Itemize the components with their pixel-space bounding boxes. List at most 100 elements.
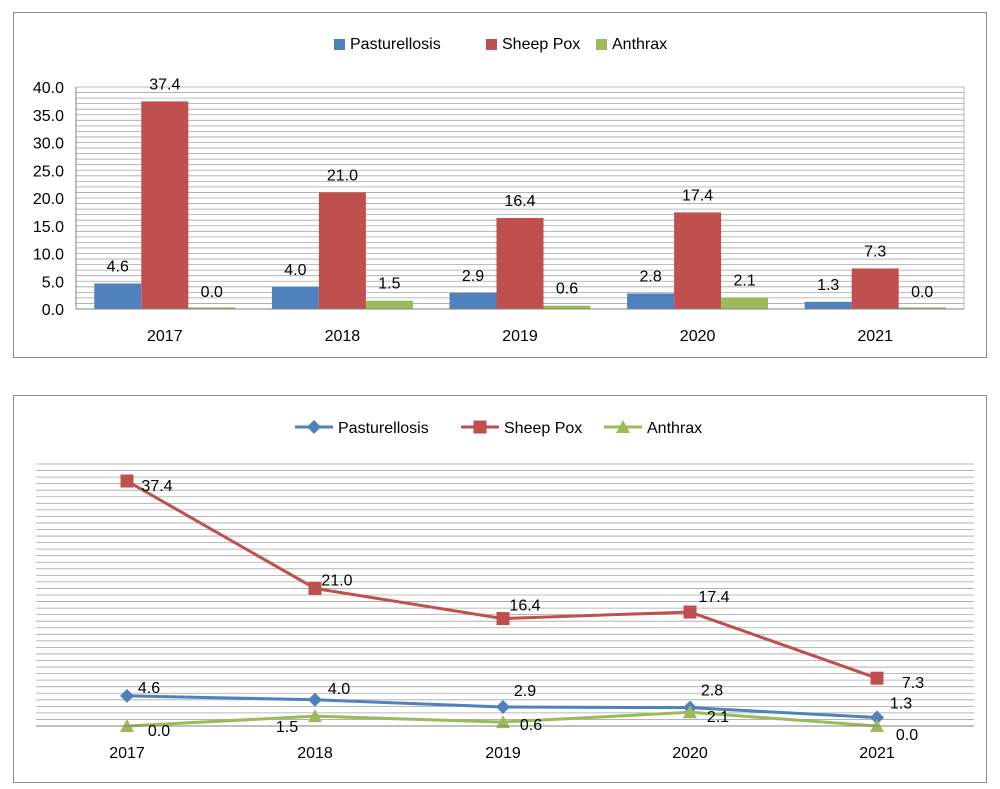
line-chart-series xyxy=(120,474,884,732)
data-label-pasturellosis-2020: 2.8 xyxy=(701,683,723,700)
legend-marker-pasturellosis xyxy=(307,420,321,434)
point-anthrax-2018 xyxy=(308,709,322,723)
bar-chart-y-axis: 0.0 5.0 10.0 15.0 20.0 25.0 30.0 35.0 40.0 xyxy=(33,80,64,319)
point-pasturellosis-2018 xyxy=(308,692,322,707)
line-chart-panel: Pasturellosis Sheep Pox Anthrax 2017 2018 20… xyxy=(13,395,987,783)
bar-pasturellosis-2017 xyxy=(94,283,142,309)
line-chart-gridlines xyxy=(36,463,974,720)
data-label-anthrax-2021: 0.0 xyxy=(896,727,918,744)
data-label-sheep-pox-2020: 17.4 xyxy=(698,589,729,606)
bar-pasturellosis-2019 xyxy=(449,292,497,309)
point-sheep-pox-2021 xyxy=(870,671,884,685)
legend-label-sheep-pox: Sheep Pox xyxy=(504,420,582,437)
bar-anthrax-2018 xyxy=(365,300,413,309)
data-label-pasturellosis-2019: 2.9 xyxy=(514,683,536,700)
bar-chart-bars xyxy=(94,101,946,310)
legend-swatch-anthrax xyxy=(596,39,607,50)
y-tick-label: 30.0 xyxy=(33,136,64,153)
series-line-sheep-pox xyxy=(126,479,878,680)
data-label-sheep-pox-2019: 16.4 xyxy=(509,598,540,615)
point-anthrax-2020 xyxy=(683,705,697,719)
point-sheep-pox-2019 xyxy=(496,612,510,626)
data-label-pasturellosis-2021: 1.3 xyxy=(890,695,912,712)
data-label-sheep-pox-2018: 21.0 xyxy=(327,167,358,184)
point-sheep-pox-2020 xyxy=(683,605,697,619)
bar-anthrax-2021 xyxy=(898,307,946,309)
data-label-anthrax-2021: 0.0 xyxy=(911,284,933,301)
legend-label-anthrax: Anthrax xyxy=(647,420,702,437)
x-tick-label: 2019 xyxy=(485,745,521,762)
y-tick-label: 25.0 xyxy=(33,163,64,180)
data-label-anthrax-2018: 1.5 xyxy=(378,276,400,293)
data-label-anthrax-2020: 2.1 xyxy=(733,272,755,289)
bar-pasturellosis-2018 xyxy=(271,286,319,309)
x-tick-label: 2019 xyxy=(502,328,538,345)
data-label-sheep-pox-2021: 7.3 xyxy=(864,243,886,260)
x-tick-label: 2021 xyxy=(857,328,893,345)
x-tick-label: 2017 xyxy=(109,745,145,762)
data-label-anthrax-2017: 0.0 xyxy=(148,723,170,740)
point-pasturellosis-2017 xyxy=(120,688,134,703)
bar-anthrax-2019 xyxy=(543,305,591,309)
bar-pasturellosis-2020 xyxy=(627,293,675,309)
x-tick-label: 2020 xyxy=(680,328,716,345)
bar-anthrax-2020 xyxy=(721,297,769,309)
point-anthrax-2019 xyxy=(496,715,510,729)
bar-chart-panel: Pasturellosis Sheep Pox Anthrax 0.0 5.0 10.0… xyxy=(13,12,987,358)
point-sheep-pox-2018 xyxy=(308,581,322,595)
bar-sheep-pox-2020 xyxy=(674,212,722,309)
y-tick-label: 0.0 xyxy=(42,302,64,319)
bar-sheep-pox-2021 xyxy=(851,268,899,309)
data-label-anthrax-2018: 1.5 xyxy=(276,719,298,736)
bar-anthrax-2017 xyxy=(188,307,236,309)
bar-pasturellosis-2021 xyxy=(804,301,852,309)
y-tick-label: 35.0 xyxy=(33,108,64,125)
y-tick-label: 15.0 xyxy=(33,219,64,236)
legend-marker-anthrax xyxy=(616,420,630,433)
y-tick-label: 40.0 xyxy=(33,80,64,97)
bar-sheep-pox-2018 xyxy=(318,192,366,309)
x-tick-label: 2021 xyxy=(859,745,895,762)
data-label-sheep-pox-2018: 21.0 xyxy=(321,572,352,589)
y-tick-label: 10.0 xyxy=(33,247,64,264)
line-chart: Pasturellosis Sheep Pox Anthrax 2017 2018 20… xyxy=(36,420,974,762)
line-chart-legend: Pasturellosis Sheep Pox Anthrax xyxy=(295,420,702,437)
data-label-sheep-pox-2021: 7.3 xyxy=(902,675,924,692)
y-tick-label: 5.0 xyxy=(42,274,64,291)
bar-chart: Pasturellosis Sheep Pox Anthrax 0.0 5.0 10.0… xyxy=(33,36,965,345)
data-label-anthrax-2017: 0.0 xyxy=(201,284,223,301)
bar-chart-legend: Pasturellosis Sheep Pox Anthrax xyxy=(334,36,667,53)
data-label-pasturellosis-2018: 4.0 xyxy=(284,262,306,279)
data-label-pasturellosis-2018: 4.0 xyxy=(328,681,350,698)
legend-marker-sheep-pox xyxy=(473,420,487,434)
legend-label-sheep-pox: Sheep Pox xyxy=(502,36,580,53)
data-label-pasturellosis-2021: 1.3 xyxy=(817,277,839,294)
x-tick-label: 2020 xyxy=(672,745,708,762)
line-chart-data-labels: 4.6 4.0 2.9 2.8 1.3 37.4 21.0 16.4 17.4 7.3 0.0 1.5… xyxy=(138,478,924,744)
data-label-pasturellosis-2020: 2.8 xyxy=(639,268,661,285)
data-label-sheep-pox-2019: 16.4 xyxy=(504,193,535,210)
point-pasturellosis-2019 xyxy=(496,700,510,715)
data-label-sheep-pox-2017: 37.4 xyxy=(141,478,172,495)
data-label-pasturellosis-2017: 4.6 xyxy=(107,258,129,275)
legend-label-anthrax: Anthrax xyxy=(612,36,667,53)
bar-sheep-pox-2019 xyxy=(496,217,544,309)
x-tick-label: 2018 xyxy=(297,745,333,762)
legend-label-pasturellosis: Pasturellosis xyxy=(338,420,429,437)
legend-swatch-sheep-pox xyxy=(486,39,497,50)
line-chart-x-axis: 2017 2018 2019 2020 2021 xyxy=(36,725,974,762)
data-label-sheep-pox-2017: 37.4 xyxy=(149,76,180,93)
legend-label-pasturellosis: Pasturellosis xyxy=(350,36,441,53)
data-label-pasturellosis-2019: 2.9 xyxy=(462,268,484,285)
data-label-anthrax-2020: 2.1 xyxy=(707,709,729,726)
data-label-anthrax-2019: 0.6 xyxy=(520,717,542,734)
x-tick-label: 2018 xyxy=(325,328,361,345)
bar-sheep-pox-2017 xyxy=(141,101,189,310)
data-label-anthrax-2019: 0.6 xyxy=(556,281,578,298)
y-tick-label: 20.0 xyxy=(33,191,64,208)
x-tick-label: 2017 xyxy=(147,328,183,345)
point-pasturellosis-2021 xyxy=(870,710,884,725)
data-label-sheep-pox-2020: 17.4 xyxy=(682,187,713,204)
bar-chart-x-axis: 2017 2018 2019 2020 2021 xyxy=(75,87,964,345)
data-label-pasturellosis-2017: 4.6 xyxy=(138,680,160,697)
